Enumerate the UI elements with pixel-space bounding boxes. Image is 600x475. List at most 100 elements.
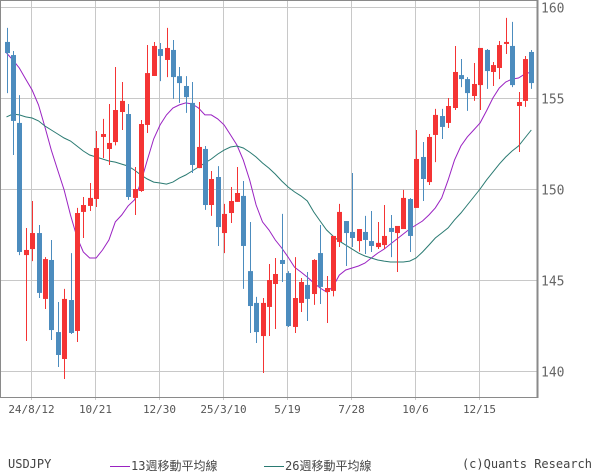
candle-body (101, 134, 106, 137)
candle (69, 253, 74, 335)
x-tick-label: 5/19 (274, 403, 301, 416)
candle (401, 189, 406, 230)
candle-body (261, 302, 266, 337)
candle-body (235, 193, 240, 202)
candle (497, 41, 502, 80)
candle (350, 172, 355, 248)
candle-body (145, 73, 150, 125)
y-tick-label: 155 (541, 93, 564, 108)
candle (433, 108, 438, 163)
candle (305, 271, 310, 321)
candle (62, 288, 67, 380)
candle (459, 59, 464, 88)
legend-ma13: 13週移動平均線 (110, 457, 217, 474)
x-tick-label: 12/30 (143, 403, 176, 416)
candle-body (357, 229, 362, 242)
candle (465, 77, 470, 111)
candle (5, 27, 10, 94)
candle (101, 118, 106, 159)
candle-body (395, 225, 400, 234)
moving-average-line (6, 113, 532, 263)
candle-body (126, 114, 131, 198)
candle-body (299, 282, 304, 303)
legend-ma13-label: 13週移動平均線 (131, 459, 218, 473)
candle-body (363, 231, 368, 240)
candle (203, 146, 208, 210)
legend-ma26-swatch (264, 466, 284, 467)
candle (177, 67, 182, 103)
candle-body (184, 85, 189, 98)
candle (312, 259, 317, 305)
candle (510, 21, 515, 88)
candle-body (517, 102, 522, 107)
candle-body (177, 76, 182, 84)
x-tick-label: 10/6 (402, 403, 429, 416)
candle (325, 275, 330, 323)
candle (357, 229, 362, 252)
candle-body (433, 114, 438, 135)
candle (158, 43, 163, 82)
candle-body (88, 197, 93, 206)
candle-body (24, 249, 29, 256)
candle-body (94, 148, 99, 200)
candle-body (43, 259, 48, 299)
candle-body (376, 242, 381, 248)
candle (504, 17, 509, 54)
candle-body (165, 47, 170, 60)
candle-body (408, 199, 413, 236)
candle-body (197, 146, 202, 169)
candle (389, 215, 394, 258)
candle (299, 277, 304, 313)
candle-body (414, 158, 419, 208)
candle-body (504, 41, 509, 44)
candle (267, 263, 272, 337)
candle (517, 91, 522, 153)
candle-body (229, 201, 234, 214)
candle-body (209, 178, 214, 206)
candle-body (139, 124, 144, 192)
candle-body (510, 45, 515, 86)
legend-symbol: USDJPY (8, 457, 52, 471)
candle (440, 108, 445, 139)
candle (485, 49, 490, 89)
x-tick-label: 25/3/10 (200, 403, 246, 416)
candle-body (241, 195, 246, 246)
candle (75, 207, 80, 343)
candle (37, 225, 42, 299)
candle (453, 45, 458, 111)
y-tick-label: 150 (541, 184, 564, 199)
candle-body (465, 79, 470, 94)
candle-body (17, 122, 22, 252)
candle (337, 203, 342, 248)
candle-body (11, 55, 16, 121)
candle-body (497, 45, 502, 68)
candle (478, 47, 483, 111)
candle-body (81, 205, 86, 212)
candle-body (293, 298, 298, 327)
candle-body (75, 213, 80, 331)
candle-body (427, 136, 432, 183)
candle (376, 221, 381, 250)
candle (414, 130, 419, 208)
candle-body (62, 298, 67, 359)
candle-body (37, 233, 42, 293)
candle-body (222, 213, 227, 234)
candle (446, 98, 451, 129)
y-tick-label: 140 (541, 366, 564, 381)
candle-body (107, 142, 112, 149)
candle-body (267, 280, 272, 307)
candle (369, 211, 374, 252)
copyright: (c)Quants Research (461, 457, 592, 471)
candle-body (485, 49, 490, 72)
candle (241, 180, 246, 289)
candle-body (453, 71, 458, 109)
candle-body (382, 235, 387, 246)
moving-average-line (6, 52, 532, 293)
candle (190, 81, 195, 173)
candle (184, 76, 189, 113)
candle (216, 166, 221, 246)
candle (165, 27, 170, 78)
candle (344, 221, 349, 266)
candle (126, 104, 131, 200)
candle-body (5, 41, 10, 54)
